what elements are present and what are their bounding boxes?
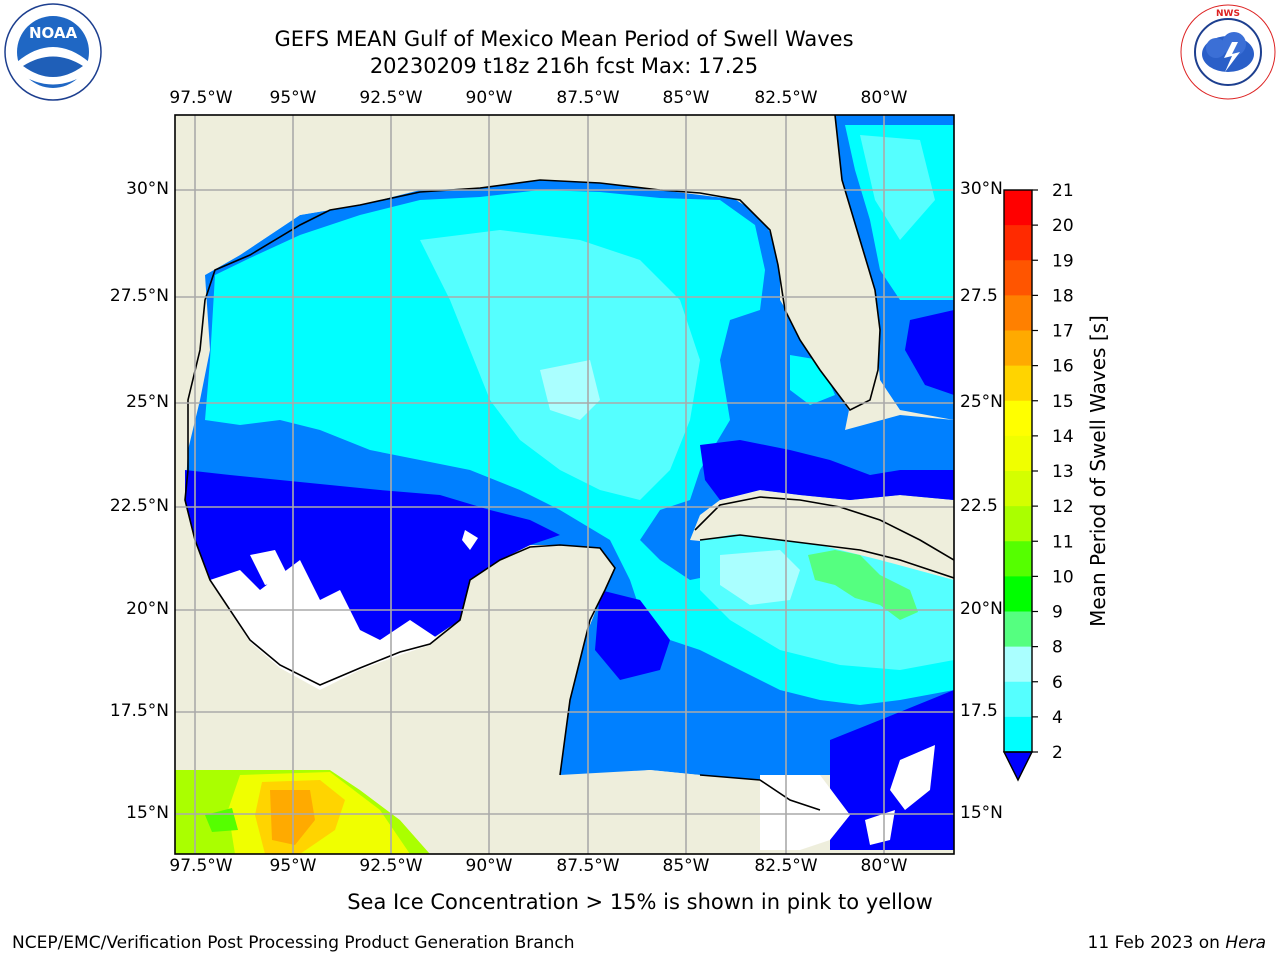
lon-tick-top: 95°W	[269, 88, 317, 108]
title-line-2: 20230209 t18z 216h fcst Max: 17.25	[369, 54, 759, 78]
lat-tick-left: 30°N	[126, 179, 169, 199]
colorbar-tick-label: 2	[1052, 743, 1063, 763]
colorbar-tick-label: 9	[1052, 603, 1063, 623]
colorbar-band	[1004, 541, 1032, 577]
title-line-1: GEFS MEAN Gulf of Mexico Mean Period of …	[274, 27, 854, 51]
colorbar-tick-label: 16	[1052, 357, 1074, 377]
lon-tick-top: 97.5°W	[169, 88, 233, 108]
lat-tick-right: 15°N	[960, 803, 1003, 823]
lon-tick-bottom: 95°W	[269, 856, 317, 876]
footer-date-text: 11 Feb 2023 on	[1087, 933, 1220, 953]
colorbar-band	[1004, 295, 1032, 331]
gridlines	[175, 115, 954, 854]
colorbar-band	[1004, 190, 1032, 226]
lat-tick-right: 17.5	[960, 701, 998, 721]
colorbar-tick-label: 14	[1052, 427, 1074, 447]
cuba	[695, 497, 954, 578]
colorbar-tick-label: 19	[1052, 251, 1074, 271]
colorbar-tick-label: 11	[1052, 532, 1074, 552]
map-frame	[174, 114, 955, 855]
colorbar-band	[1004, 471, 1032, 507]
colorbar: 21 20 19 18 17 16 15 14 13 12 11 10 9 8 6 4 2	[1002, 181, 1074, 782]
coastline	[184, 115, 954, 811]
noaa-logo: NOAA	[4, 3, 102, 101]
lon-tick-top: 90°W	[465, 88, 513, 108]
colorbar-tick-label: 10	[1052, 567, 1074, 587]
footer-credit: NCEP/EMC/Verification Post Processing Pr…	[12, 933, 575, 953]
noaa-logo-text: NOAA	[29, 24, 78, 42]
colorbar-band	[1004, 260, 1032, 296]
lat-tick-left: 17.5°N	[109, 701, 169, 721]
max-swell-patch	[808, 550, 918, 620]
lat-tick-right: 20°N	[960, 599, 1003, 619]
lat-tick-left: 15°N	[126, 803, 169, 823]
colorbar-band	[1004, 225, 1032, 261]
colorbar-tick-label: 13	[1052, 462, 1074, 482]
colorbar-tick-label: 12	[1052, 497, 1074, 517]
nws-logo: NWS	[1180, 4, 1276, 100]
colorbar-band	[1004, 435, 1032, 472]
lon-tick-top: 82.5°W	[754, 88, 818, 108]
lon-tick-top: 80°W	[860, 88, 908, 108]
lon-tick-top: 92.5°W	[359, 88, 423, 108]
colorbar-band	[1004, 646, 1032, 683]
colorbar-tick-label: 4	[1052, 708, 1063, 728]
lat-tick-left: 27.5°N	[109, 286, 169, 306]
lon-tick-bottom: 82.5°W	[754, 856, 818, 876]
lon-tick-top: 87.5°W	[556, 88, 620, 108]
colorbar-tick-label: 18	[1052, 286, 1074, 306]
colorbar-tick-label: 17	[1052, 322, 1074, 342]
colorbar-band	[1004, 400, 1032, 437]
colorbar-tick-label: 15	[1052, 392, 1074, 412]
colorbar-band	[1004, 506, 1032, 542]
lon-tick-top: 85°W	[662, 88, 710, 108]
lon-tick-bottom: 85°W	[662, 856, 710, 876]
colorbar-band	[1004, 330, 1032, 367]
colorbar-band	[1004, 716, 1032, 753]
colorbar-band	[1004, 681, 1032, 718]
colorbar-label: Mean Period of Swell Waves [s]	[1086, 315, 1110, 627]
lat-tick-left: 25°N	[126, 392, 169, 412]
lon-tick-bottom: 87.5°W	[556, 856, 620, 876]
map-field	[175, 115, 954, 854]
lon-tick-bottom: 97.5°W	[169, 856, 233, 876]
colorbar-tick-label: 6	[1052, 673, 1063, 693]
colorbar-tick-label: 21	[1052, 181, 1074, 201]
colorbar-band	[1004, 365, 1032, 402]
lon-tick-bottom: 92.5°W	[359, 856, 423, 876]
lat-tick-right: 22.5	[960, 496, 998, 516]
footer-date: 11 Feb 2023 on Hera	[1088, 933, 1266, 953]
chart-title: GEFS MEAN Gulf of Mexico Mean Period of …	[0, 26, 1128, 80]
lat-tick-left: 22.5°N	[109, 496, 169, 516]
lon-tick-bottom: 80°W	[860, 856, 908, 876]
lat-tick-right: 27.5	[960, 286, 998, 306]
yucatan	[320, 545, 615, 790]
lat-tick-right: 25°N	[960, 392, 1003, 412]
lat-tick-right: 30°N	[960, 179, 1003, 199]
colorbar-band	[1004, 611, 1032, 648]
lon-tick-bottom: 90°W	[465, 856, 513, 876]
svg-text:NWS: NWS	[1216, 9, 1240, 19]
colorbar-tick-label: 8	[1052, 638, 1063, 658]
caption: Sea Ice Concentration > 15% is shown in …	[347, 890, 933, 914]
lat-tick-left: 20°N	[126, 599, 169, 619]
colorbar-band	[1004, 576, 1032, 612]
colorbar-tick-label: 20	[1052, 216, 1074, 236]
footer-host: Hera	[1225, 933, 1266, 953]
colorbar-extend-arrow	[1002, 751, 1034, 782]
